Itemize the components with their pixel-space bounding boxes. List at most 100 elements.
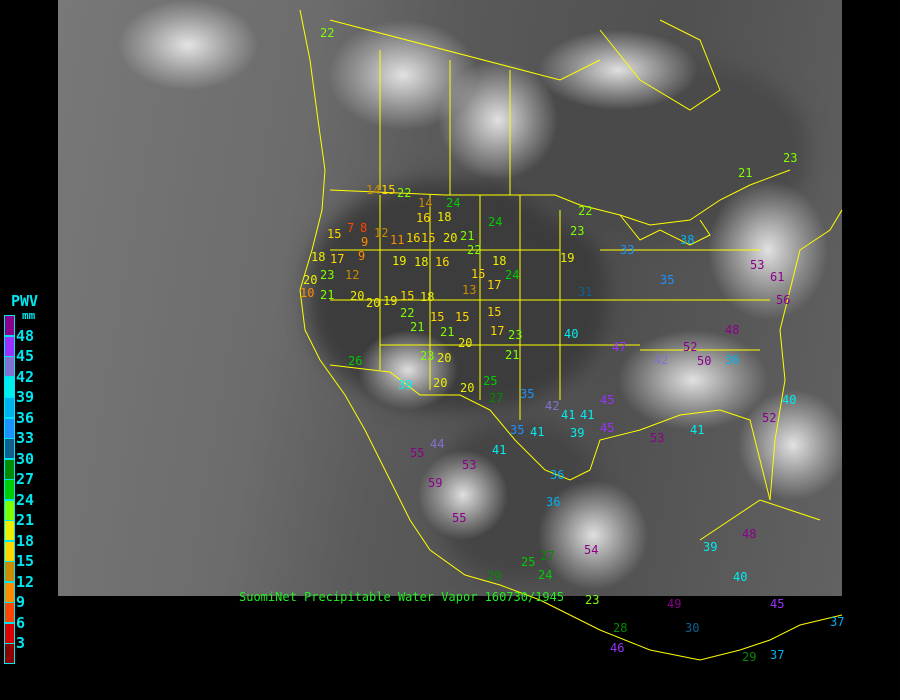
station-pwv-value: 61 xyxy=(770,270,785,284)
legend-tick-label: 12 xyxy=(16,572,35,591)
station-pwv-value: 54 xyxy=(584,543,599,557)
legend-tick-label: 33 xyxy=(16,429,35,447)
station-pwv-value: 8 xyxy=(360,221,368,235)
legend-tick-label: 27 xyxy=(16,470,35,488)
legend-color-band xyxy=(4,417,15,439)
station-pwv-value: 48 xyxy=(742,527,757,541)
legend-color-band xyxy=(4,397,15,418)
station-pwv-value: 40 xyxy=(564,327,579,341)
station-pwv-value: 19 xyxy=(383,294,398,308)
station-pwv-value: 37 xyxy=(770,648,785,662)
station-pwv-value: 20 xyxy=(303,273,318,287)
station-pwv-value: 14 xyxy=(418,196,433,210)
station-pwv-value: 42 xyxy=(654,353,669,367)
legend-color-band xyxy=(4,540,15,562)
station-pwv-value: 36 xyxy=(550,468,565,482)
station-pwv-value: 27 xyxy=(489,391,504,405)
legend-color-band xyxy=(4,520,15,541)
station-pwv-value: 22 xyxy=(400,306,415,320)
station-pwv-value: 45 xyxy=(600,421,615,435)
station-pwv-value: 16 xyxy=(435,255,450,269)
station-pwv-value: 24 xyxy=(446,196,461,210)
station-pwv-value: 25 xyxy=(483,374,498,388)
station-pwv-value: 29 xyxy=(742,650,757,664)
station-pwv-value: 53 xyxy=(750,258,765,272)
station-pwv-value: 39 xyxy=(570,426,585,440)
station-pwv-value: 22 xyxy=(320,26,335,40)
station-pwv-value: 18 xyxy=(420,290,435,304)
station-pwv-value: 17 xyxy=(487,278,502,292)
station-pwv-value: 41 xyxy=(690,423,705,437)
station-pwv-value: 31 xyxy=(578,285,593,299)
cloud xyxy=(118,0,258,90)
legend-unit: mm xyxy=(22,309,36,322)
legend-tick-label: 48 xyxy=(16,326,35,345)
station-pwv-value: 15 xyxy=(430,310,445,324)
station-pwv-value: 15 xyxy=(471,267,486,281)
station-pwv-value: 55 xyxy=(410,446,425,460)
station-pwv-value: 28 xyxy=(613,621,628,635)
station-pwv-value: 19 xyxy=(392,254,407,268)
station-pwv-value: 36 xyxy=(546,495,561,509)
legend-color-band xyxy=(4,643,15,664)
legend-color-band xyxy=(4,602,15,623)
station-pwv-value: 21 xyxy=(505,348,520,362)
station-pwv-value: 21 xyxy=(410,320,425,334)
station-pwv-value: 40 xyxy=(733,570,748,584)
legend-color-band xyxy=(4,335,15,357)
legend-color-band xyxy=(4,622,15,644)
station-pwv-value: 55 xyxy=(452,511,467,525)
station-pwv-value: 22 xyxy=(467,243,482,257)
station-pwv-value: 21 xyxy=(460,229,475,243)
station-pwv-value: 17 xyxy=(490,324,505,338)
legend-color-band xyxy=(4,479,15,500)
legend-color-band xyxy=(4,376,15,398)
station-pwv-value: 30 xyxy=(685,621,700,635)
station-pwv-value: 23 xyxy=(508,328,523,342)
station-pwv-value: 15 xyxy=(400,289,415,303)
station-pwv-value: 10 xyxy=(300,286,315,300)
station-pwv-value: 44 xyxy=(430,437,445,451)
legend-tick-label: 6 xyxy=(16,613,26,632)
cloud xyxy=(358,330,458,410)
pwv-legend: PWV mm 48 45 42 39 36 33 30 27 24 21 18 15 12 9 6 3 xyxy=(0,290,60,670)
station-pwv-value: 15 xyxy=(487,305,502,319)
station-pwv-value: 18 xyxy=(437,210,452,224)
station-pwv-value: 40 xyxy=(782,393,797,407)
station-pwv-value: 53 xyxy=(650,431,665,445)
station-pwv-value: 16 xyxy=(406,231,421,245)
station-pwv-value: 20 xyxy=(350,289,365,303)
station-pwv-value: 41 xyxy=(580,408,595,422)
legend-color-band xyxy=(4,356,15,377)
station-pwv-value: 47 xyxy=(612,340,627,354)
station-pwv-value: 38 xyxy=(680,233,695,247)
station-pwv-value: 46 xyxy=(610,641,625,655)
station-pwv-value: 17 xyxy=(330,252,345,266)
station-pwv-value: 41 xyxy=(530,425,545,439)
station-pwv-value: 45 xyxy=(600,393,615,407)
legend-color-band xyxy=(4,315,15,336)
station-pwv-value: 36 xyxy=(725,353,740,367)
station-pwv-value: 15 xyxy=(381,183,396,197)
legend-tick-label: 30 xyxy=(16,449,35,468)
station-pwv-value: 15 xyxy=(421,231,436,245)
legend-color-band xyxy=(4,458,15,480)
station-pwv-value: 41 xyxy=(492,443,507,457)
station-pwv-value: 19 xyxy=(560,251,575,265)
station-pwv-value: 50 xyxy=(697,354,712,368)
legend-tick-label: 15 xyxy=(16,552,35,570)
legend-tick-label: 18 xyxy=(16,531,35,550)
station-pwv-value: 48 xyxy=(725,323,740,337)
station-pwv-value: 9 xyxy=(358,249,366,263)
station-pwv-value: 20 xyxy=(443,231,458,245)
station-pwv-value: 20 xyxy=(460,381,475,395)
station-pwv-value: 23 xyxy=(570,224,585,238)
station-pwv-value: 35 xyxy=(510,423,525,437)
station-pwv-value: 25 xyxy=(521,555,536,569)
station-pwv-value: 23 xyxy=(585,593,600,607)
station-pwv-value: 42 xyxy=(545,399,560,413)
station-pwv-value: 14 xyxy=(366,183,381,197)
station-pwv-value: 24 xyxy=(505,268,520,282)
station-pwv-value: 22 xyxy=(578,204,593,218)
station-pwv-value: 12 xyxy=(345,268,360,282)
